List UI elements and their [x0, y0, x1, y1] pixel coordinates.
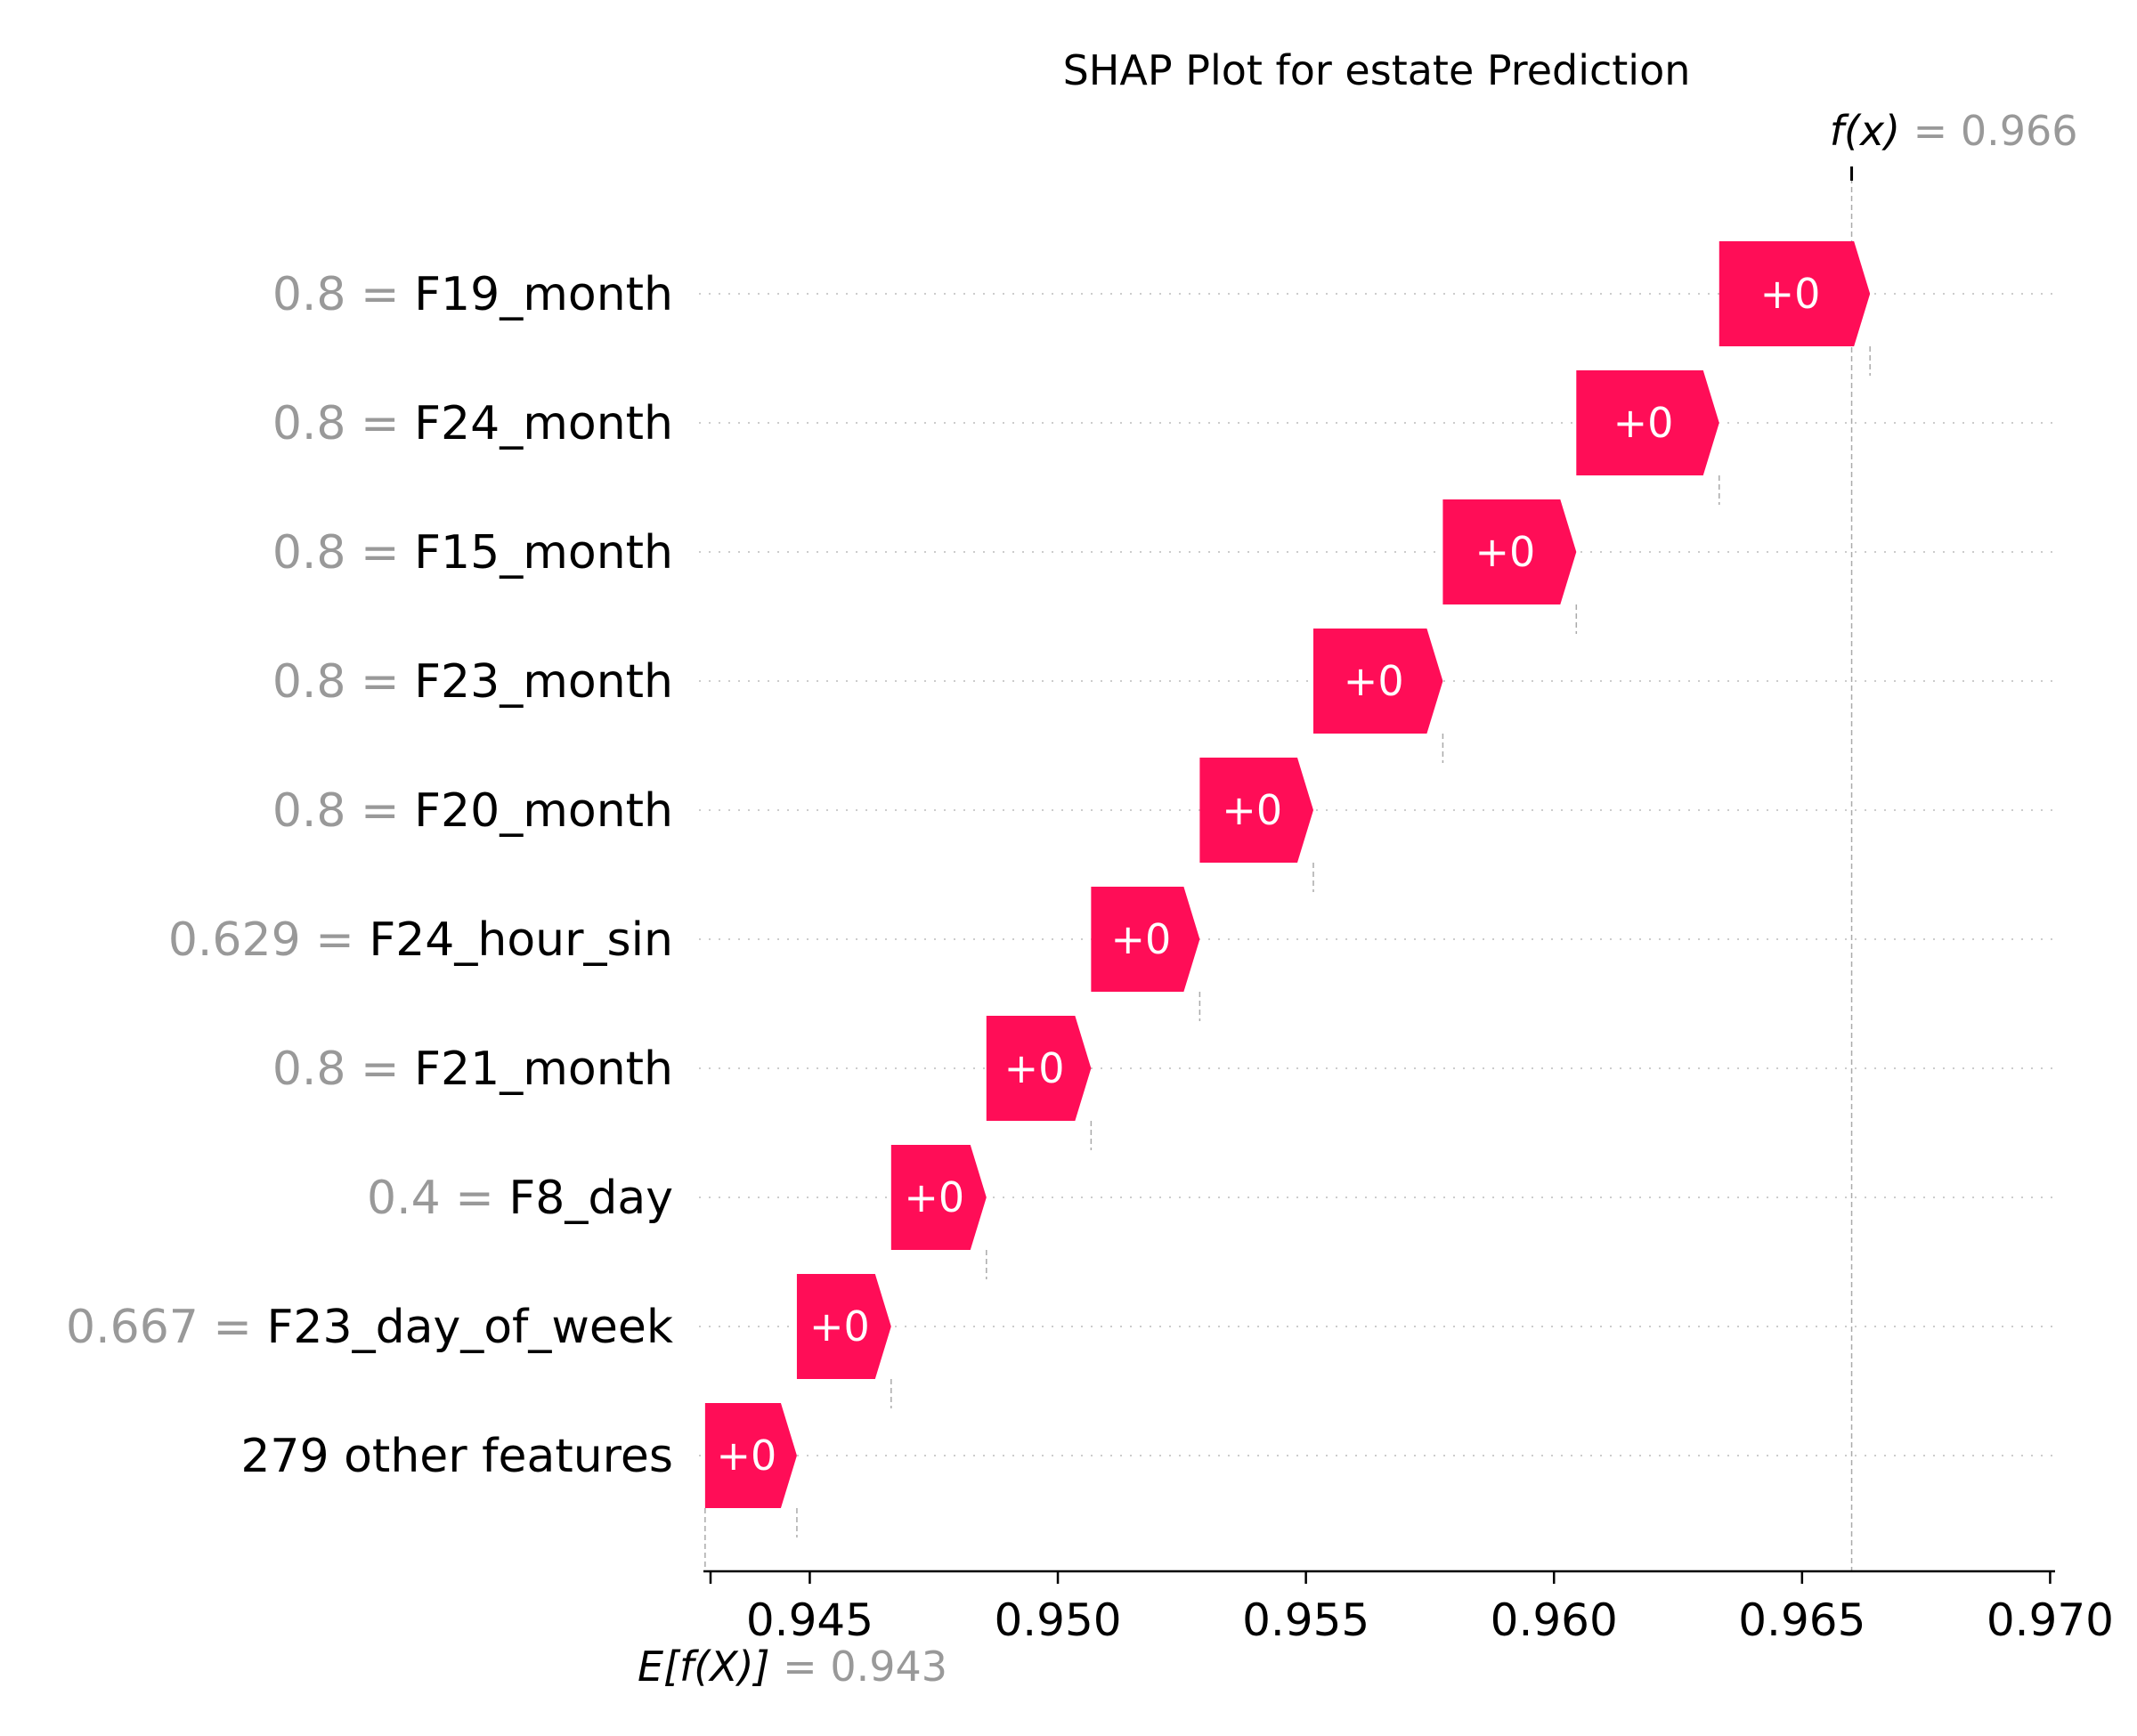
shap-bar — [1442, 499, 1577, 604]
output-label: f(x) — [1830, 107, 1900, 155]
x-tick-label: 0.950 — [994, 1594, 1121, 1646]
chart-title: SHAP Plot for estate Prediction — [1063, 46, 1691, 94]
feature-name: F24_month — [414, 397, 673, 450]
base-value-annotation: E[f(X)] = 0.943 — [638, 1643, 947, 1691]
shap-bar — [1091, 887, 1200, 992]
shap-bar — [1199, 758, 1313, 863]
feature-label: 0.8 = F20_month — [272, 784, 673, 838]
feature-label: 0.667 = F23_day_of_week — [66, 1301, 673, 1354]
gridlines — [699, 293, 2052, 1456]
bars: +0 +0 +0 +0 +0 +0 +0 +0 +0 +0 — [704, 241, 1871, 1508]
x-tick-label: 0.965 — [1738, 1594, 1865, 1646]
bar-value-label: +0 — [1475, 528, 1535, 576]
x-axis: 0.945 0.950 0.955 0.960 0.965 0.970 — [703, 1570, 2114, 1646]
feature-value: 0.8 = — [272, 655, 414, 709]
output-value: = 0.966 — [1900, 107, 2077, 155]
x-tick-label: 0.945 — [746, 1594, 873, 1646]
shap-bar — [986, 1016, 1092, 1121]
feature-name: F20_month — [414, 784, 673, 838]
shap-bar — [890, 1145, 987, 1250]
output-value-annotation: f(x) = 0.966 — [1830, 107, 2078, 155]
x-tick-label: 0.955 — [1242, 1594, 1369, 1646]
bar-value-label: +0 — [1760, 270, 1821, 318]
bar-value-label: +0 — [904, 1173, 964, 1221]
feature-name: F21_month — [414, 1042, 673, 1096]
feature-value: 0.667 = — [66, 1301, 267, 1354]
annotations: f(x) = 0.966 E[f(X)] = 0.943 — [638, 107, 2078, 1691]
bar-value-label: +0 — [1110, 915, 1171, 963]
shap-bar — [1312, 629, 1443, 734]
shap-bar — [704, 1403, 797, 1508]
feature-value: 0.8 = — [272, 1042, 414, 1096]
feature-name: 279 other features — [240, 1430, 673, 1483]
bar-value-label: +0 — [1613, 399, 1674, 447]
base-value: = 0.943 — [770, 1643, 947, 1691]
bar-value-label: +0 — [1222, 786, 1282, 834]
feature-label: 0.8 = F24_month — [272, 397, 673, 450]
feature-value: 0.8 = — [272, 397, 414, 450]
feature-value: 0.629 = — [168, 913, 370, 967]
shap-bar — [1719, 241, 1871, 346]
x-tick-label: 0.970 — [1987, 1594, 2114, 1646]
feature-name: F24_hour_sin — [369, 913, 673, 967]
shap-bar — [1576, 370, 1719, 475]
connectors — [704, 178, 1871, 1571]
feature-label: 0.8 = F15_month — [272, 526, 673, 580]
feature-label: 0.629 = F24_hour_sin — [168, 913, 673, 967]
feature-name: F23_month — [414, 655, 673, 709]
feature-label: 0.4 = F8_day — [367, 1172, 673, 1225]
feature-label: 279 other features — [240, 1430, 673, 1483]
feature-label: 0.8 = F23_month — [272, 655, 673, 709]
feature-name: F23_day_of_week — [267, 1301, 673, 1354]
feature-label: 0.8 = F21_month — [272, 1042, 673, 1096]
feature-name: F8_day — [508, 1172, 673, 1225]
feature-value: 0.8 = — [272, 784, 414, 838]
x-tick-label: 0.960 — [1491, 1594, 1618, 1646]
bar-value-label: +0 — [717, 1432, 777, 1480]
feature-label: 0.8 = F19_month — [272, 268, 673, 321]
shap-bar — [796, 1274, 891, 1379]
bar-value-label: +0 — [1344, 657, 1404, 705]
feature-value: 0.8 = — [272, 526, 414, 580]
base-label: E[f(X)] — [638, 1643, 770, 1691]
bar-value-label: +0 — [1004, 1044, 1065, 1092]
feature-value: 0.8 = — [272, 268, 414, 321]
bar-value-label: +0 — [809, 1302, 870, 1351]
feature-value: 0.4 = — [367, 1172, 508, 1225]
feature-name: F19_month — [414, 268, 673, 321]
feature-name: F15_month — [414, 526, 673, 580]
